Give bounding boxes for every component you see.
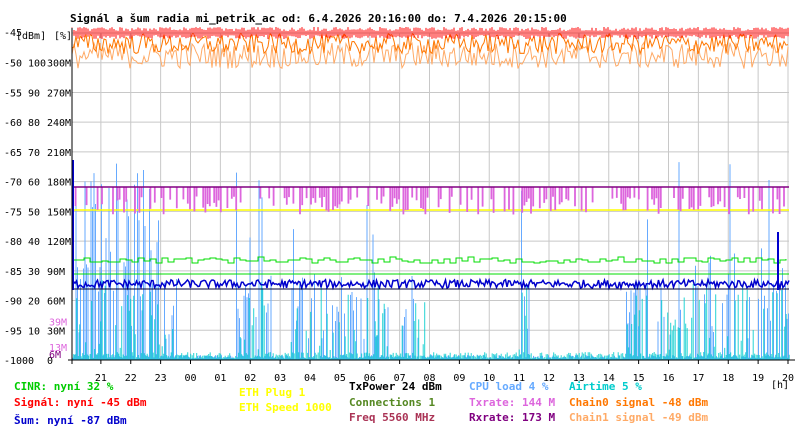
x-tick-label: 09 — [453, 373, 465, 384]
y-extra-label: 39M — [49, 317, 67, 328]
series-cinr — [71, 256, 787, 264]
y-tick-label-dbm: -45 — [4, 28, 22, 39]
y-tick-label-dbm: -70 — [4, 178, 22, 189]
legend-txpower: TxPower 24 dBm — [349, 380, 442, 393]
y-tick-label-pct: 0 — [28, 356, 34, 367]
y-tick-label-pct: 40 — [28, 237, 40, 248]
legend-eth-speed: ETH Speed 1000 — [239, 401, 332, 414]
x-tick-label: 17 — [692, 373, 704, 384]
y-tick-label-pct: 20 — [28, 297, 40, 308]
x-tick-label: 13 — [573, 373, 585, 384]
y-tick-label-dbm: -85 — [4, 267, 22, 278]
series-airtime — [73, 280, 790, 360]
y-tick-label-pct: 100 — [28, 59, 46, 70]
legend-rxrate: Rxrate: 173 M — [469, 411, 556, 424]
x-tick-label: 01 — [214, 373, 226, 384]
x-tick-label: 19 — [752, 373, 764, 384]
y-tick-label-pct: 80 — [28, 118, 40, 129]
y-tick-label-dbm: -55 — [4, 88, 22, 99]
y-tick-label-pct: 60 — [28, 178, 40, 189]
y-tick-label-rate: 240M — [47, 118, 71, 129]
y-tick-label-dbm: -90 — [4, 297, 22, 308]
legend-connections: Connections 1 — [349, 396, 436, 409]
legend-cinr: CINR: nyní 32 % — [14, 380, 114, 393]
x-tick-label: 10 — [483, 373, 495, 384]
y-tick-label-dbm: -50 — [4, 59, 22, 70]
legend-noise: Šum: nyní -87 dBm — [14, 414, 127, 427]
y-tick-label-dbm: -65 — [4, 148, 22, 159]
y-tick-label-dbm: -80 — [4, 237, 22, 248]
x-tick-label: 03 — [274, 373, 286, 384]
legend-eth-plug: ETH Plug 1 — [239, 386, 306, 399]
x-unit-label: [h] — [771, 380, 789, 391]
y-tick-label-rate: 90M — [47, 267, 65, 278]
y-tick-label-rate: 150M — [47, 207, 71, 218]
y-tick-label-dbm: -95 — [4, 326, 22, 337]
x-tick-label: 04 — [304, 373, 316, 384]
legend-txrate: Txrate: 144 M — [469, 396, 556, 409]
y-tick-label-pct: 90 — [28, 88, 40, 99]
y-tick-label-rate: 270M — [47, 88, 71, 99]
y-tick-label-rate: 30M — [47, 326, 65, 337]
x-tick-label: 02 — [244, 373, 256, 384]
y-tick-label-rate: 60M — [47, 297, 65, 308]
y-tick-label-rate: 300M — [47, 59, 71, 70]
y-tick-label-dbm: -60 — [4, 118, 22, 129]
y-tick-label-rate: 180M — [47, 178, 71, 189]
series-chain1 — [71, 40, 789, 70]
y-tick-label-pct: 10 — [28, 326, 40, 337]
y-tick-label-pct: 30 — [28, 267, 40, 278]
series-cpu-load — [72, 162, 789, 360]
legend-chain1: Chain1 signal -49 dBm — [569, 411, 709, 424]
y-tick-label-pct: 70 — [28, 148, 40, 159]
legend-cpu: CPU load 4 % — [469, 380, 549, 393]
legend-signal: Signál: nyní -45 dBm — [14, 396, 147, 409]
legend-freq: Freq 5560 MHz — [349, 411, 436, 424]
y-tick-label-pct: 50 — [28, 207, 40, 218]
axes: -45-50 100 300M-55 90 270M-60 80 240M-65 70 210M… — [4, 28, 795, 384]
series-chain0 — [71, 31, 789, 57]
x-tick-label: 21 — [95, 373, 107, 384]
dbm-unit-label: [dBm] — [16, 31, 46, 42]
y-extra-label: 13M — [49, 343, 67, 354]
y-tick-label-dbm: -75 — [4, 207, 22, 218]
x-tick-label: 18 — [722, 373, 734, 384]
x-tick-label: 12 — [543, 373, 555, 384]
y-tick-label-rate: 210M — [47, 148, 71, 159]
legend-chain0: Chain0 signal -48 dBm — [569, 396, 709, 409]
y-tick-label-rate: 0 — [47, 356, 53, 367]
series-noise — [72, 277, 790, 291]
x-tick-label: 15 — [633, 373, 645, 384]
series — [71, 27, 790, 360]
x-tick-label: 16 — [662, 373, 674, 384]
x-tick-label: 22 — [125, 373, 137, 384]
pct-unit-label: [%] — [54, 31, 72, 42]
legend-airtime: Airtime 5 % — [569, 380, 642, 393]
x-tick-label: 06 — [364, 373, 376, 384]
y-tick-label-rate: 120M — [47, 237, 71, 248]
x-tick-label: 08 — [423, 373, 435, 384]
x-tick-label: 23 — [155, 373, 167, 384]
y-tick-label-dbm: -100 — [4, 356, 28, 367]
x-tick-label: 00 — [184, 373, 196, 384]
y-extra-label: 6M — [49, 350, 61, 361]
x-tick-label: 14 — [603, 373, 615, 384]
x-tick-label: 07 — [394, 373, 406, 384]
chart-title: Signál a šum radia mi_petrik_ac od: 6.4.… — [70, 12, 567, 25]
x-tick-label: 20 — [782, 373, 794, 384]
x-tick-label: 11 — [513, 373, 525, 384]
x-tick-label: 05 — [334, 373, 346, 384]
